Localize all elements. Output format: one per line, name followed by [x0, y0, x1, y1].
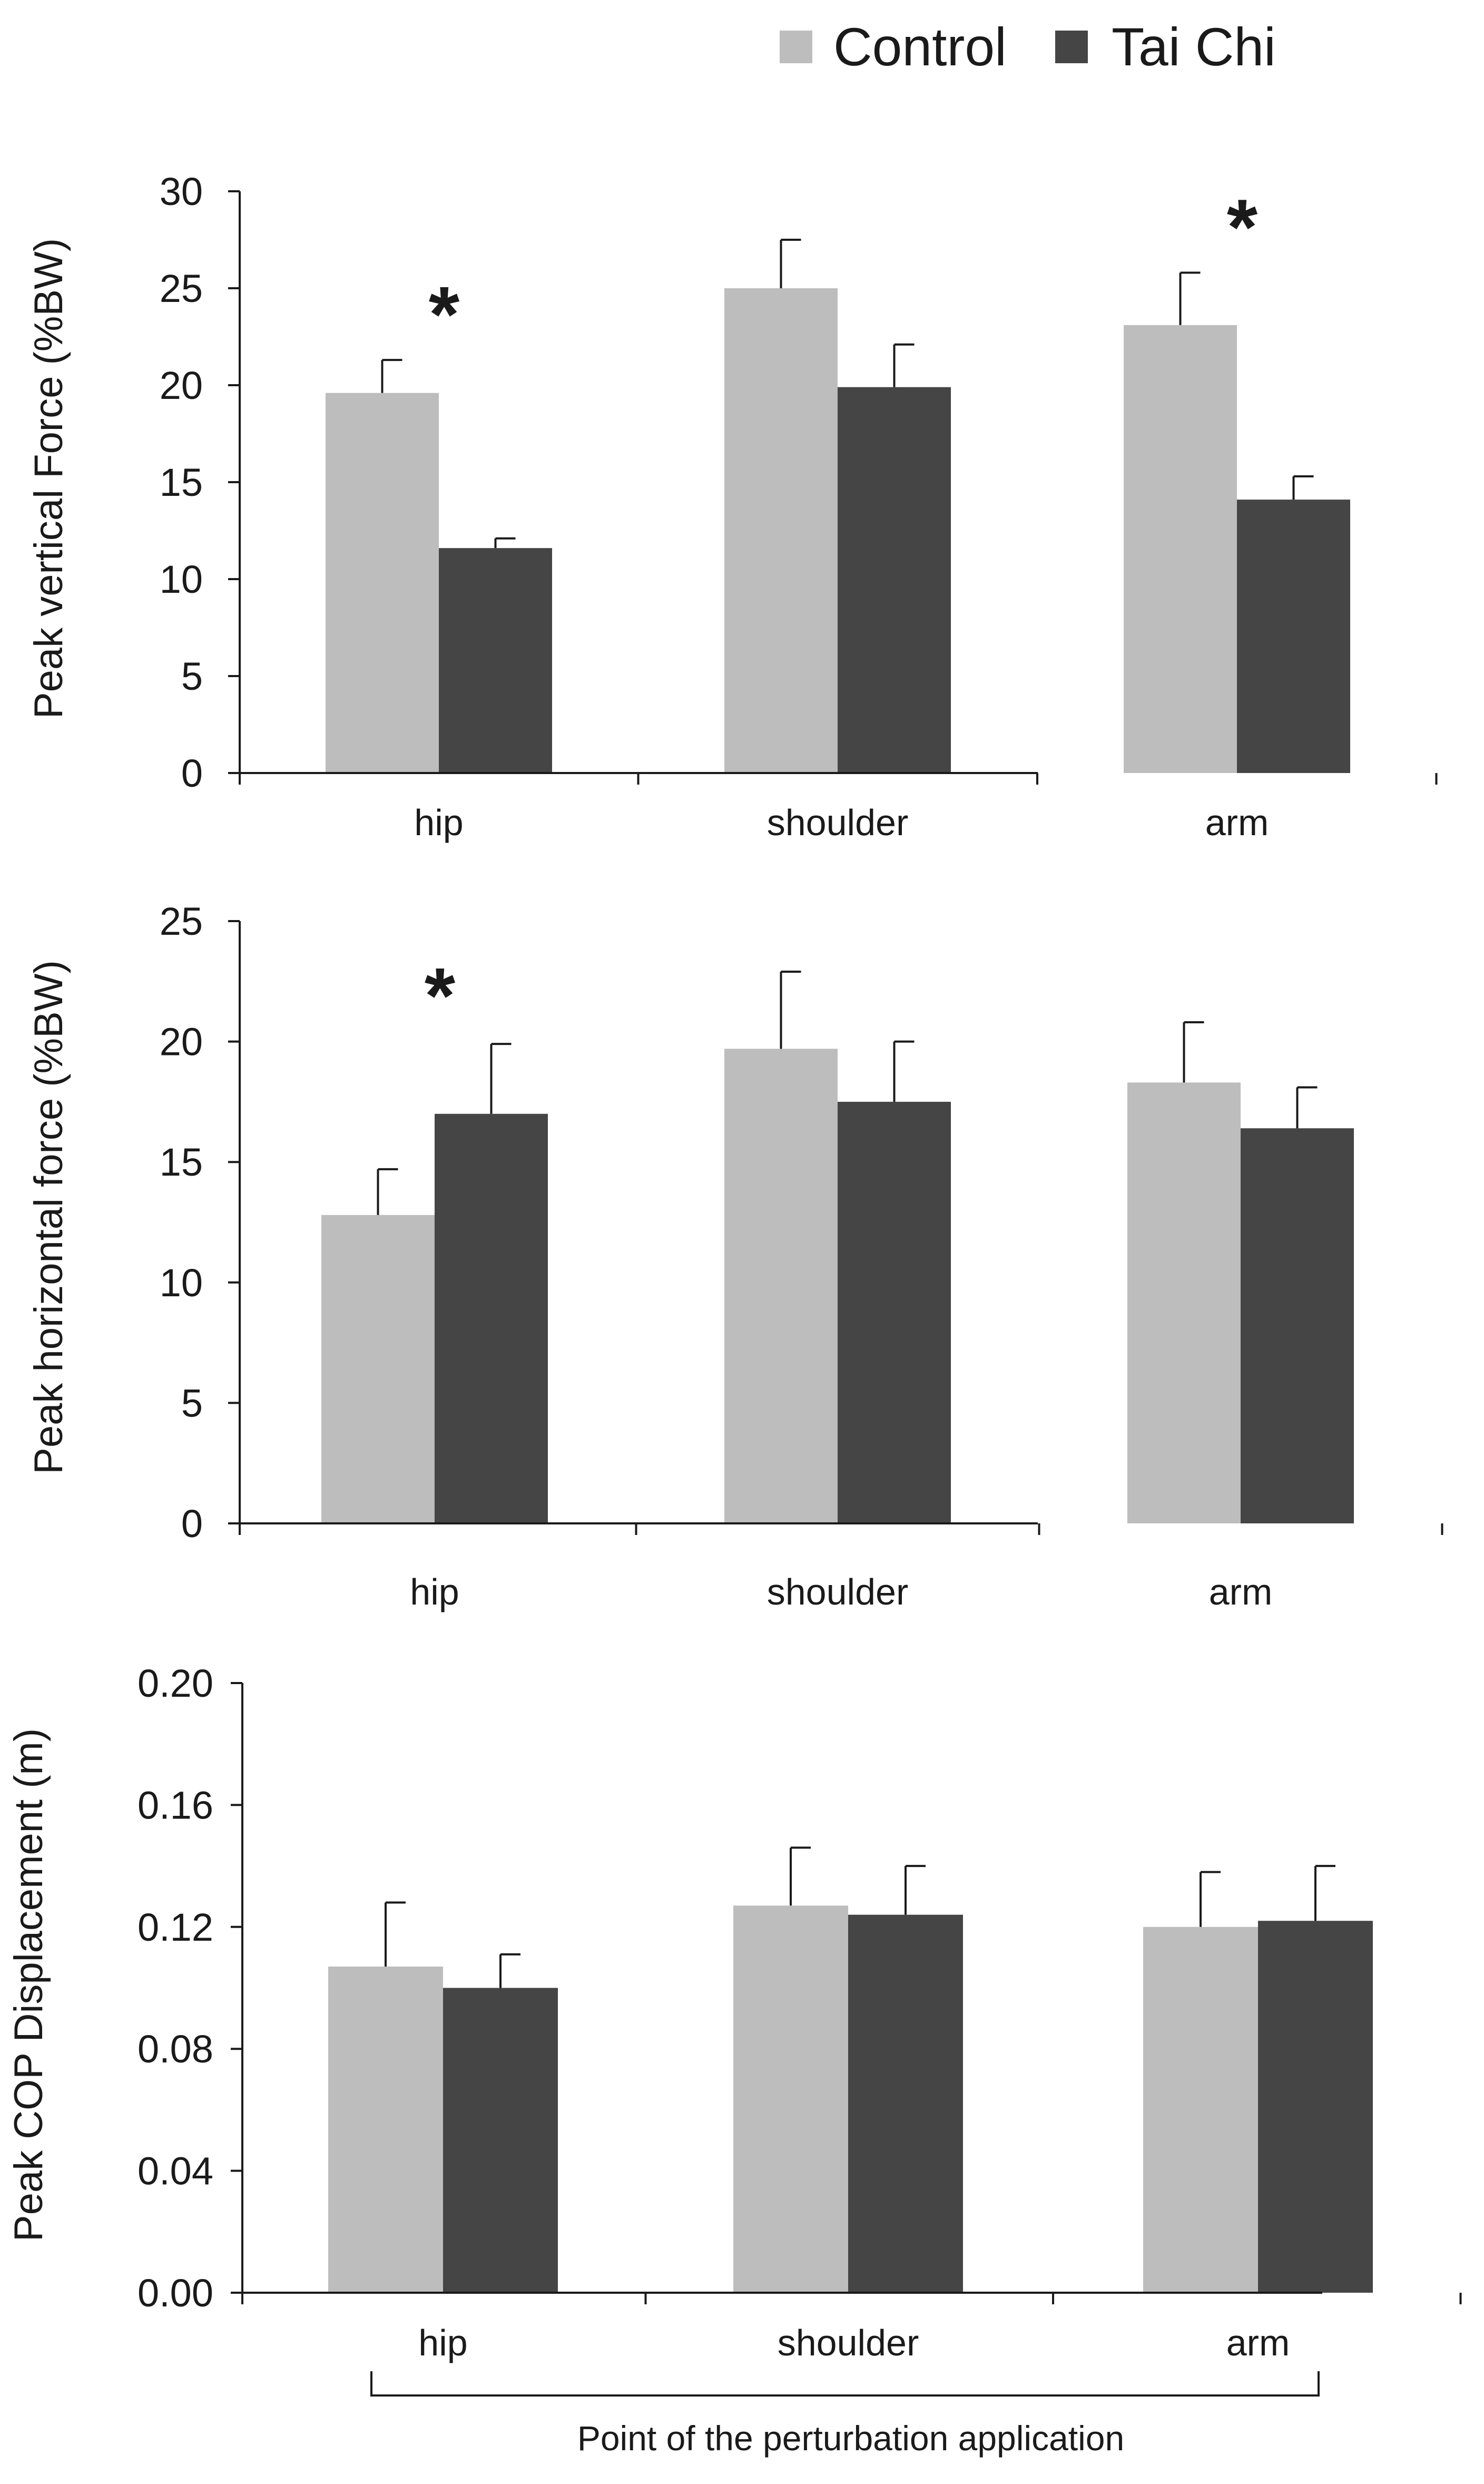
bar-control-hip [321, 1215, 435, 1523]
y-tick-label: 15 [160, 461, 203, 504]
significance-star-hip: * [425, 951, 456, 1040]
bar-taichi-shoulder [848, 1914, 963, 2293]
x-tick-label-hip: hip [418, 2322, 467, 2363]
bracket-line [370, 2371, 1320, 2397]
legend-swatch-taichi [1055, 31, 1088, 63]
horizontal-force-y-axis-title: Peak horizontal force (%BW) [26, 960, 71, 1474]
y-tick-label: 25 [160, 899, 203, 943]
y-tick-label: 5 [181, 654, 203, 698]
x-tick-label-shoulder: shoulder [778, 2322, 919, 2363]
x-tick-label-arm: arm [1209, 1571, 1273, 1612]
y-tick-label: 0.20 [137, 1661, 213, 1705]
x-tick-label-arm: arm [1205, 802, 1269, 843]
y-tick-label: 15 [160, 1140, 203, 1184]
bar-control-arm [1143, 1926, 1258, 2293]
vertical-force-y-axis-title: Peak vertical Force (%BW) [26, 238, 71, 719]
significance-star-arm: * [1227, 183, 1258, 271]
y-tick-label: 0.16 [137, 1783, 213, 1827]
legend-label-taichi: Tai Chi [1112, 17, 1276, 77]
y-tick-label: 30 [160, 170, 203, 213]
y-tick-label: 20 [160, 364, 203, 407]
legend-swatch-control [780, 31, 812, 63]
bar-control-shoulder [733, 1905, 848, 2293]
bar-control-arm [1124, 325, 1237, 773]
y-tick-label: 10 [160, 558, 203, 601]
legend-label-control: Control [833, 17, 1007, 77]
y-tick-label: 0 [181, 751, 203, 795]
y-tick-label: 20 [160, 1020, 203, 1064]
y-tick-label: 0.12 [137, 1905, 213, 1949]
bar-taichi-shoulder [838, 387, 951, 773]
y-tick-label: 0 [181, 1502, 203, 1546]
bar-control-arm [1127, 1082, 1241, 1523]
x-tick-label-shoulder: shoulder [767, 1571, 909, 1612]
x-tick-label-hip: hip [410, 1571, 459, 1612]
bracket-label: Point of the perturbation application [577, 2419, 1124, 2458]
bar-control-hip [326, 393, 439, 773]
cop-displacement-y-axis-title: Peak COP Displacement (m) [6, 1728, 51, 2242]
y-tick-label: 0.00 [137, 2271, 213, 2315]
significance-star-hip: * [429, 270, 460, 358]
legend: Control Tai Chi [780, 17, 1276, 77]
x-axis-bracket: Point of the perturbation application [370, 2371, 1320, 2458]
bar-control-shoulder [724, 1049, 838, 1523]
horizontal-force-panel: Peak horizontal force (%BW) 0 5 10 15 20 25 hi… [26, 899, 1443, 1612]
y-tick-label: 0.04 [137, 2149, 213, 2193]
bar-taichi-hip [435, 1113, 548, 1523]
vertical-force-panel: Peak vertical Force (%BW) 0 5 10 15 20 25 30 hi… [26, 170, 1438, 843]
bar-taichi-shoulder [838, 1101, 951, 1523]
bar-control-shoulder [724, 288, 838, 773]
x-tick-label-shoulder: shoulder [767, 802, 909, 843]
y-tick-label: 5 [181, 1381, 203, 1425]
bar-taichi-arm [1258, 1921, 1373, 2293]
y-tick-label: 25 [160, 267, 203, 310]
bar-taichi-arm [1237, 500, 1350, 773]
x-tick-label-arm: arm [1226, 2322, 1290, 2363]
cop-displacement-panel: Peak COP Displacement (m) 0.00 0.04 0.08 0.… [6, 1661, 1462, 2363]
bar-taichi-arm [1241, 1128, 1354, 1523]
y-tick-label: 10 [160, 1261, 203, 1305]
bar-taichi-hip [443, 1988, 558, 2293]
x-tick-label-hip: hip [414, 802, 463, 843]
bar-taichi-hip [439, 548, 552, 773]
bar-control-hip [328, 1967, 443, 2293]
y-tick-label: 0.08 [137, 2027, 213, 2071]
